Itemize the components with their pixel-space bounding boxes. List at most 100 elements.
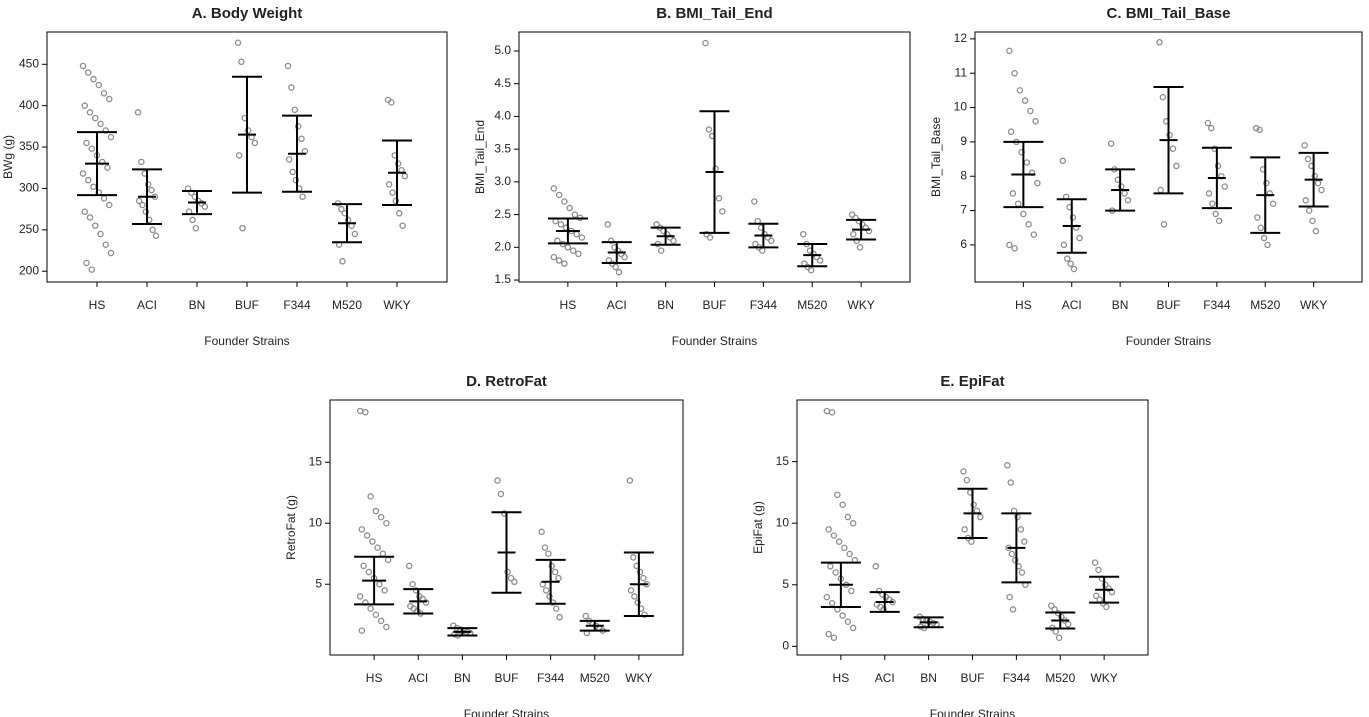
data-point xyxy=(201,203,209,210)
data-point xyxy=(1159,93,1167,101)
data-point xyxy=(1318,186,1325,194)
data-point xyxy=(1156,39,1163,46)
data-point xyxy=(1301,142,1308,149)
x-tick-label: ACI xyxy=(137,298,157,312)
data-point xyxy=(504,568,511,576)
data-point xyxy=(977,513,984,521)
data-point xyxy=(641,611,648,618)
x-tick-label: ACI xyxy=(1062,298,1082,312)
y-axis-label: BWg (g) xyxy=(1,135,15,179)
data-point xyxy=(1014,200,1022,207)
y-tick-label: 9 xyxy=(960,134,967,148)
data-point xyxy=(149,226,156,234)
data-point xyxy=(1173,162,1180,170)
data-point xyxy=(235,152,243,159)
data-point xyxy=(719,208,726,215)
x-tick-label: HS xyxy=(560,298,577,312)
data-point xyxy=(92,114,99,122)
data-point xyxy=(1048,602,1055,609)
data-point xyxy=(566,204,573,212)
data-point xyxy=(1008,550,1016,558)
x-tick-label: F344 xyxy=(1203,298,1231,312)
data-point xyxy=(100,195,108,202)
y-axis-label: EpiFat (g) xyxy=(751,501,765,554)
data-point xyxy=(573,230,580,238)
data-point xyxy=(832,569,839,576)
data-point xyxy=(636,568,644,576)
data-point xyxy=(83,139,90,147)
data-point xyxy=(511,578,518,586)
y-tick-label: 400 xyxy=(19,98,39,112)
data-point xyxy=(90,75,97,83)
data-point xyxy=(1269,200,1277,207)
data-point xyxy=(961,526,968,533)
data-point xyxy=(289,168,296,176)
data-point xyxy=(401,172,409,180)
data-point xyxy=(1314,179,1322,187)
data-point xyxy=(1009,190,1017,197)
data-point xyxy=(1020,210,1027,218)
data-point xyxy=(251,139,259,147)
y-axis-label: BMI_Tail_End xyxy=(473,120,487,194)
data-point xyxy=(1014,513,1021,521)
x-tick-label: WKY xyxy=(625,671,652,685)
data-point xyxy=(816,257,824,264)
data-point xyxy=(291,106,298,114)
data-point xyxy=(1253,124,1260,132)
data-point xyxy=(239,224,246,232)
chart-title: C. BMI_Tail_Base xyxy=(1107,5,1231,22)
data-point xyxy=(100,90,108,97)
data-point xyxy=(604,221,612,228)
x-tick-label: BN xyxy=(189,298,206,312)
data-point xyxy=(238,58,245,66)
data-point xyxy=(853,237,860,245)
data-point xyxy=(1004,462,1011,469)
x-axis-label: Founder Strains xyxy=(930,707,1015,717)
data-point xyxy=(578,234,586,241)
data-point xyxy=(1007,479,1015,486)
data-point xyxy=(1302,197,1310,204)
data-point xyxy=(234,39,242,47)
data-point xyxy=(1264,241,1271,249)
data-point xyxy=(377,513,385,521)
data-point xyxy=(379,550,387,557)
data-point xyxy=(1215,217,1223,225)
data-point xyxy=(392,197,400,205)
data-point xyxy=(351,230,359,238)
y-tick-label: 0 xyxy=(782,639,789,653)
data-point xyxy=(555,191,563,199)
data-point xyxy=(138,158,145,166)
data-point xyxy=(494,477,501,484)
data-point xyxy=(1102,581,1109,589)
data-point xyxy=(1006,241,1013,249)
data-point xyxy=(963,476,971,484)
data-point xyxy=(102,241,110,248)
data-point xyxy=(367,605,374,612)
data-point xyxy=(960,468,967,475)
x-axis-label: Founder Strains xyxy=(464,707,549,717)
data-point xyxy=(830,634,838,642)
data-point xyxy=(550,253,558,261)
data-point xyxy=(825,526,832,533)
data-point xyxy=(872,563,880,570)
data-point xyxy=(299,193,306,200)
data-point xyxy=(409,580,416,588)
data-point xyxy=(571,211,579,218)
data-point xyxy=(88,266,96,273)
data-point xyxy=(1105,585,1112,592)
x-tick-label: HS xyxy=(833,671,850,685)
data-point xyxy=(97,230,104,238)
data-point xyxy=(1304,155,1312,163)
data-point xyxy=(1058,613,1065,621)
data-point xyxy=(545,550,552,557)
x-tick-label: F344 xyxy=(537,671,565,685)
data-point xyxy=(542,587,550,594)
x-tick-label: M520 xyxy=(332,298,362,312)
data-point xyxy=(192,224,200,232)
data-point xyxy=(288,84,295,91)
data-point xyxy=(1124,197,1132,204)
x-axis-label: Founder Strains xyxy=(1126,334,1211,348)
data-point xyxy=(715,194,723,202)
data-point xyxy=(551,568,559,576)
